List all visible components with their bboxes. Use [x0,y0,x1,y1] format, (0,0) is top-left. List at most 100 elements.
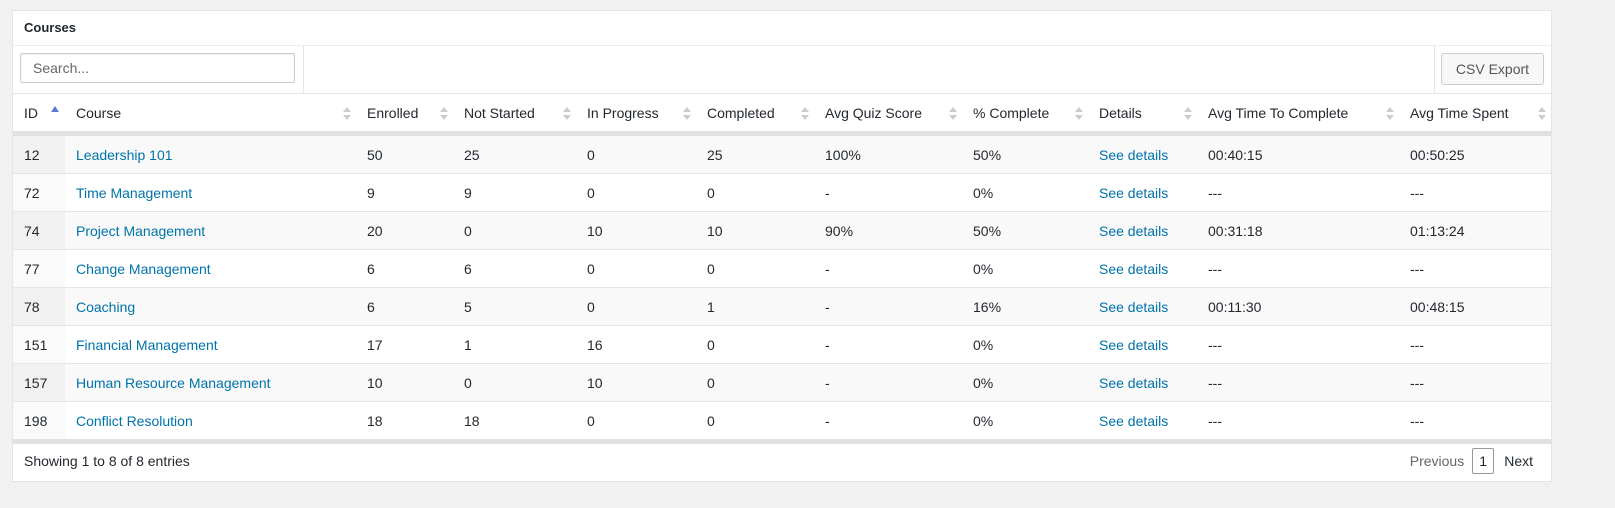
column-header[interactable]: Enrolled [356,94,453,136]
cell-text: 25 [464,146,480,163]
cell-text: 0 [464,222,472,239]
table-cell: --- [1197,363,1399,402]
cell-text: --- [1208,412,1222,429]
cell-text: 17 [367,336,383,353]
table-cell: --- [1197,173,1399,212]
page-button[interactable]: 1 [1472,448,1495,474]
details-link[interactable]: See details [1099,412,1169,429]
next-button[interactable]: Next [1504,453,1533,469]
table-cell: 17 [356,325,453,364]
column-header[interactable]: Course [65,94,356,136]
column-header[interactable]: % Complete [962,94,1088,136]
table-cell: 25 [696,133,814,174]
details-link[interactable]: See details [1099,374,1169,391]
column-header[interactable]: Not Started [453,94,576,136]
cell-text: 00:40:15 [1208,146,1263,163]
cell-text: 77 [24,260,40,277]
cell-text: 198 [24,412,48,429]
table-cell: 1 [696,287,814,326]
table-cell: 50% [962,211,1088,250]
column-label: Enrolled [367,104,419,121]
column-header[interactable]: In Progress [576,94,696,136]
table-cell: - [814,363,962,402]
cell-text: 6 [464,260,472,277]
details-link[interactable]: See details [1099,298,1169,315]
cell-text: 0 [587,184,595,201]
course-link[interactable]: Change Management [76,260,211,277]
table-cell: See details [1088,325,1197,364]
cell-text: --- [1208,336,1222,353]
table-cell: 0% [962,249,1088,288]
table-cell: 100% [814,133,962,174]
table-cell: Change Management [65,249,356,288]
column-header[interactable]: ID [13,94,65,136]
table-cell: 0 [696,325,814,364]
table-cell: 10 [356,363,453,402]
details-link[interactable]: See details [1099,222,1169,239]
course-link[interactable]: Leadership 101 [76,146,173,163]
divider [303,46,304,93]
course-link[interactable]: Time Management [76,184,193,201]
table-row: 78 Coaching 6 5 0 1 - 16% See details 00:11:30 00:… [13,287,1551,326]
course-link[interactable]: Human Resource Management [76,374,271,391]
table-cell: See details [1088,133,1197,174]
courses-panel: Courses Search... CSV Export ID Course Enr… [12,10,1552,482]
table-cell: 198 [13,401,65,444]
table-cell: - [814,325,962,364]
cell-text: 0 [587,260,595,277]
search-input[interactable]: Search... [20,53,295,83]
column-header[interactable]: Avg Time Spent [1399,94,1551,136]
table-cell: 0 [696,401,814,444]
cell-text: - [825,184,830,201]
cell-text: 0 [707,336,715,353]
column-label: Completed [707,104,775,121]
table-row: 12 Leadership 101 50 25 0 25 100% 50% See detail… [13,133,1551,174]
table-cell: 00:11:30 [1197,287,1399,326]
table-cell: 00:31:18 [1197,211,1399,250]
table-cell: 0% [962,325,1088,364]
cell-text: --- [1208,374,1222,391]
table-cell: See details [1088,173,1197,212]
column-header[interactable]: Details [1088,94,1197,136]
details-link[interactable]: See details [1099,260,1169,277]
cell-text: 20 [367,222,383,239]
details-link[interactable]: See details [1099,184,1169,201]
cell-text: 00:48:15 [1410,298,1465,315]
details-link[interactable]: See details [1099,146,1169,163]
cell-text: 00:11:30 [1208,298,1262,315]
sort-icon [563,107,571,120]
table-cell: 74 [13,211,65,250]
cell-text: - [825,412,830,429]
previous-button[interactable]: Previous [1409,453,1465,469]
cell-text: 9 [464,184,472,201]
column-label: Avg Quiz Score [825,104,923,121]
table-cell: See details [1088,401,1197,444]
table-cell: --- [1399,249,1551,288]
divider [1434,46,1435,93]
column-label: ID [24,104,38,121]
course-link[interactable]: Coaching [76,298,136,315]
cell-text: 0% [973,412,994,429]
table-cell: 0 [696,363,814,402]
column-header[interactable]: Avg Time To Complete [1197,94,1399,136]
cell-text: --- [1410,184,1424,201]
table-cell: 50 [356,133,453,174]
column-header[interactable]: Completed [696,94,814,136]
cell-text: 0% [973,184,994,201]
table-cell: 16 [576,325,696,364]
cell-text: 157 [24,374,48,391]
table-cell: 00:40:15 [1197,133,1399,174]
cell-text: 01:13:24 [1410,222,1465,239]
cell-text: 72 [24,184,40,201]
course-link[interactable]: Project Management [76,222,206,239]
table-cell: 78 [13,287,65,326]
details-link[interactable]: See details [1099,336,1169,353]
column-label: Course [76,104,122,121]
column-header[interactable]: Avg Quiz Score [814,94,962,136]
course-link[interactable]: Conflict Resolution [76,412,193,429]
course-link[interactable]: Financial Management [76,336,218,353]
csv-export-button[interactable]: CSV Export [1441,53,1544,85]
sort-icon [1075,107,1083,120]
cell-text: 16% [973,298,1002,315]
table-cell: 6 [356,287,453,326]
